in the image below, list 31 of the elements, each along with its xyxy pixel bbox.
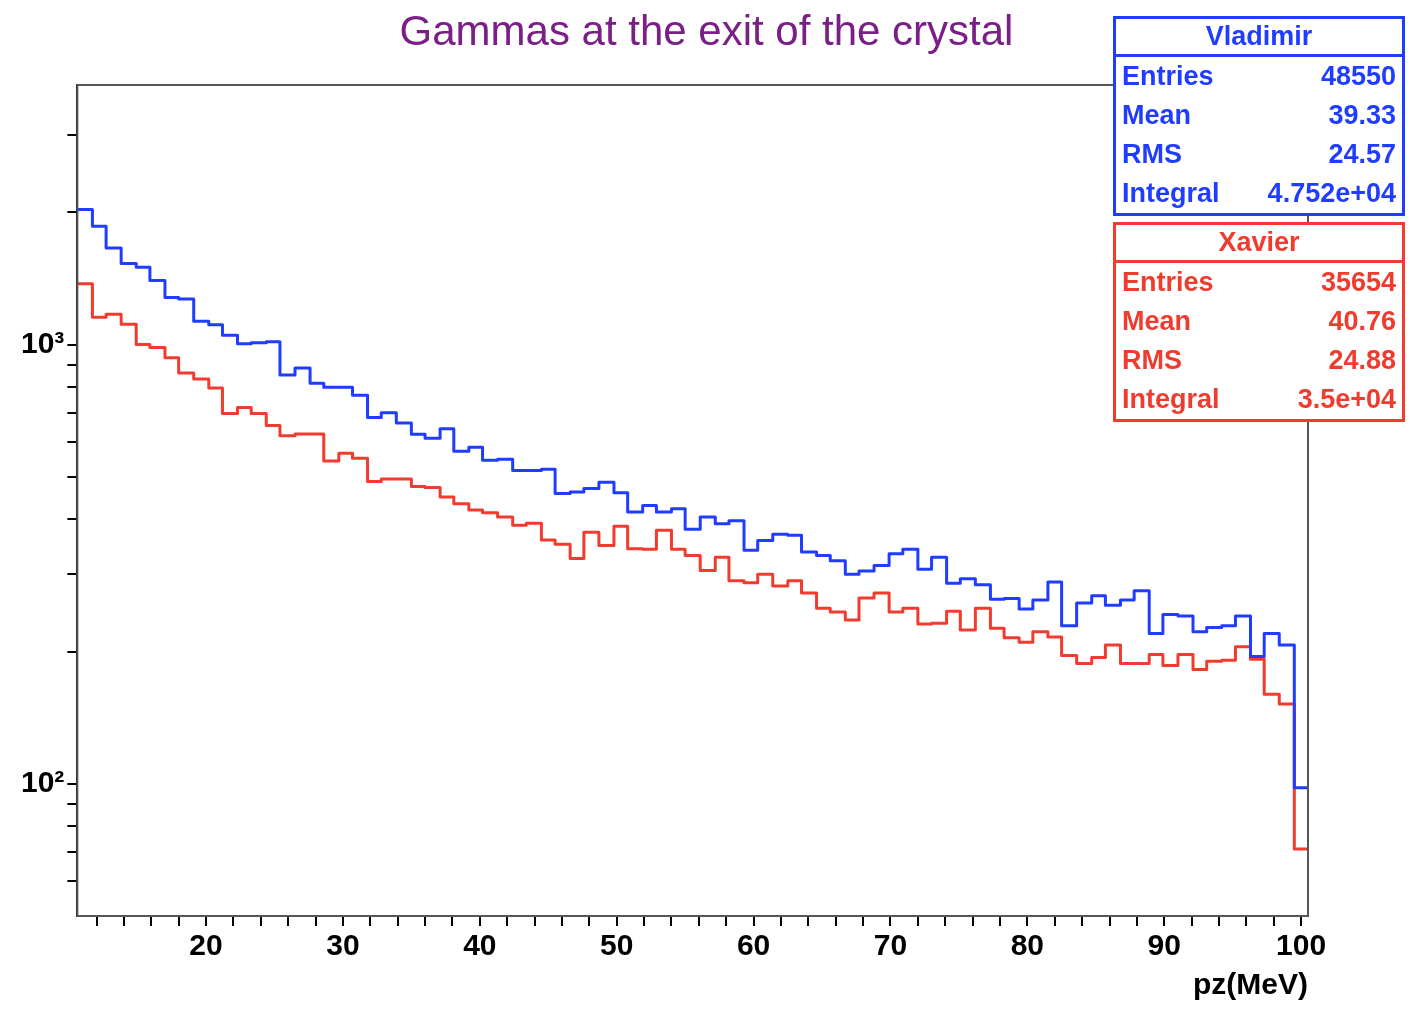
- annotation: RMS: [1122, 139, 1182, 170]
- annotation: Integral: [1122, 384, 1220, 415]
- x-tick-label: 100: [1276, 928, 1327, 962]
- x-tick-label: 30: [326, 928, 360, 962]
- x-tick-label: 90: [1147, 928, 1181, 962]
- text: 48550: [1320, 61, 1396, 92]
- annotation: RMS: [1122, 345, 1182, 376]
- text: Xavier: [1116, 225, 1402, 263]
- annotation: 4.752e+04: [1267, 178, 1396, 209]
- text: 40.76: [1328, 306, 1396, 337]
- chart-title: Gammas at the exit of the crystal: [399, 7, 1014, 54]
- annotation: Mean: [1122, 306, 1192, 337]
- text: 39.33: [1328, 100, 1396, 131]
- x-tick-label: 50: [600, 928, 634, 962]
- x-axis-title: pz(MeV): [1193, 967, 1308, 1001]
- text: Vladimir: [1116, 19, 1402, 57]
- text: 24.88: [1328, 345, 1396, 376]
- y-tick-label: 10²: [21, 765, 65, 799]
- x-tick-label: 20: [189, 928, 223, 962]
- x-tick-label: 40: [463, 928, 497, 962]
- x-tick-label: 80: [1010, 928, 1045, 962]
- annotation: 3.5e+04: [1297, 384, 1396, 415]
- text: 24.57: [1328, 139, 1396, 170]
- x-tick-label: 60: [736, 928, 771, 962]
- annotation: Integral: [1122, 178, 1220, 209]
- annotation: Entries: [1122, 267, 1214, 298]
- x-tick-label: 70: [873, 928, 908, 962]
- annotation: Entries: [1122, 61, 1214, 92]
- y-tick-label: 10³: [21, 325, 65, 359]
- annotation: Mean: [1122, 100, 1192, 131]
- text: 35654: [1320, 267, 1396, 298]
